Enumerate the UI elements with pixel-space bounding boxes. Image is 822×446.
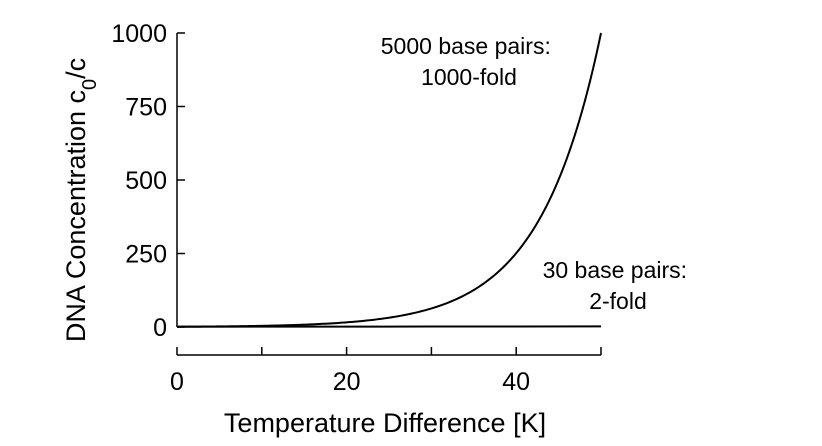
annotation-30-bp-line2: 2-fold (589, 288, 647, 314)
y-axis-label-base: DNA Concentration c (61, 90, 91, 342)
x-axis-label: Temperature Difference [K] (224, 408, 546, 438)
y-axis-label-subscript: 0 (79, 79, 101, 90)
x-tick-label: 20 (333, 368, 361, 396)
annotation-30-bp-line1: 30 base pairs: (543, 257, 687, 283)
y-tick-label: 250 (125, 241, 167, 269)
y-axis-label: DNA Concentration c0/c (61, 58, 101, 342)
x-tick-label: 0 (170, 368, 184, 396)
y-tick-label: 0 (153, 314, 167, 342)
y-tick-label: 1000 (111, 20, 167, 48)
annotation-5000-bp-line1: 5000 base pairs: (381, 33, 551, 59)
series-line-5000bp (176, 32, 602, 328)
y-tick-label: 750 (125, 94, 167, 122)
series-group (176, 32, 602, 328)
axes: 0 250 500 750 1000 0 20 40 (111, 20, 602, 396)
y-axis-label-suffix: /c (61, 58, 91, 79)
y-tick-label: 500 (125, 167, 167, 195)
x-tick-label: 40 (502, 368, 530, 396)
annotation-30-bp: 30 base pairs: 2-fold (543, 257, 694, 314)
annotation-5000-bp-line2: 1000-fold (421, 64, 517, 90)
annotation-5000-bp: 5000 base pairs: 1000-fold (381, 33, 557, 90)
